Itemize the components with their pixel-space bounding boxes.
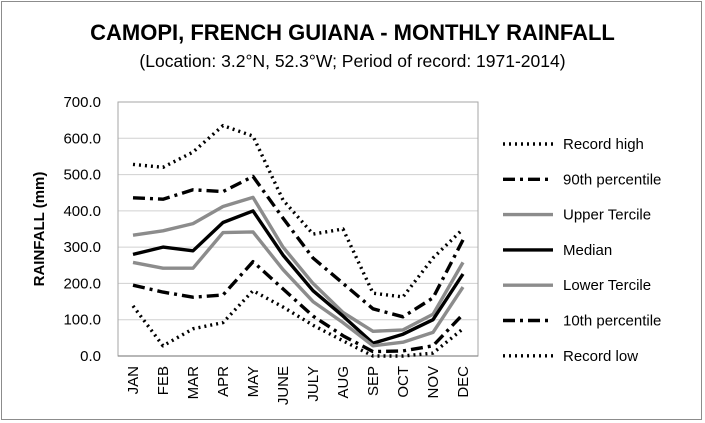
x-tick-label: OCT: [395, 366, 412, 398]
x-tick-label: MAR: [185, 366, 202, 400]
x-tick-label: FEB: [155, 366, 172, 395]
x-tick-label: NOV: [425, 366, 442, 399]
x-tick-labels: JAN FEB MAR APR MAY JUNE JULY AUG SEP OCT NOV DEC: [125, 366, 472, 405]
y-tick-label: 300.0: [63, 239, 101, 256]
legend: Record high 90th percentile Upper Tercile M…: [503, 136, 661, 365]
legend-label: 10th percentile: [563, 313, 661, 330]
legend-label: Record low: [563, 348, 638, 365]
y-axis-label: RAINFALL (mm): [31, 172, 48, 287]
x-tick-label: MAY: [245, 366, 262, 397]
y-tick-label: 600.0: [63, 130, 101, 147]
legend-label: Upper Tercile: [563, 207, 651, 224]
series-line: [131, 289, 465, 358]
y-tick-label: 200.0: [63, 275, 101, 292]
series-line: [132, 230, 465, 348]
legend-label: 90th percentile: [563, 171, 661, 188]
legend-label: Median: [563, 242, 612, 259]
x-tick-label: AUG: [335, 366, 352, 399]
series-lines: [131, 123, 465, 358]
y-tick-label: 400.0: [63, 203, 101, 220]
series-line: [132, 209, 465, 345]
y-tick-label: 100.0: [63, 312, 101, 329]
x-tick-label: SEP: [365, 366, 382, 396]
chart-subtitle: (Location: 3.2°N, 52.3°W; Period of reco…: [139, 51, 566, 71]
legend-label: Record high: [563, 136, 644, 153]
y-tick-label: 500.0: [63, 167, 101, 184]
y-tick-label: 700.0: [63, 94, 101, 111]
x-tick-label: JAN: [125, 366, 142, 394]
series-line: [132, 174, 465, 319]
series-line: [132, 260, 465, 354]
y-tick-labels: 0.0 100.0 200.0 300.0 400.0 500.0 600.0 700.0: [63, 94, 101, 365]
x-tick-label: DEC: [455, 366, 472, 398]
y-tick-label: 0.0: [80, 348, 101, 365]
legend-label: Lower Tercile: [563, 277, 651, 294]
gridlines: [117, 101, 479, 357]
series-line: [132, 195, 465, 333]
series-line: [132, 123, 465, 299]
x-tick-label: JUNE: [275, 366, 292, 405]
x-tick-label: JULY: [305, 366, 322, 402]
x-tick-label: APR: [215, 366, 232, 397]
chart-title: CAMOPI, FRENCH GUIANA - MONTHLY RAINFALL: [90, 20, 615, 45]
